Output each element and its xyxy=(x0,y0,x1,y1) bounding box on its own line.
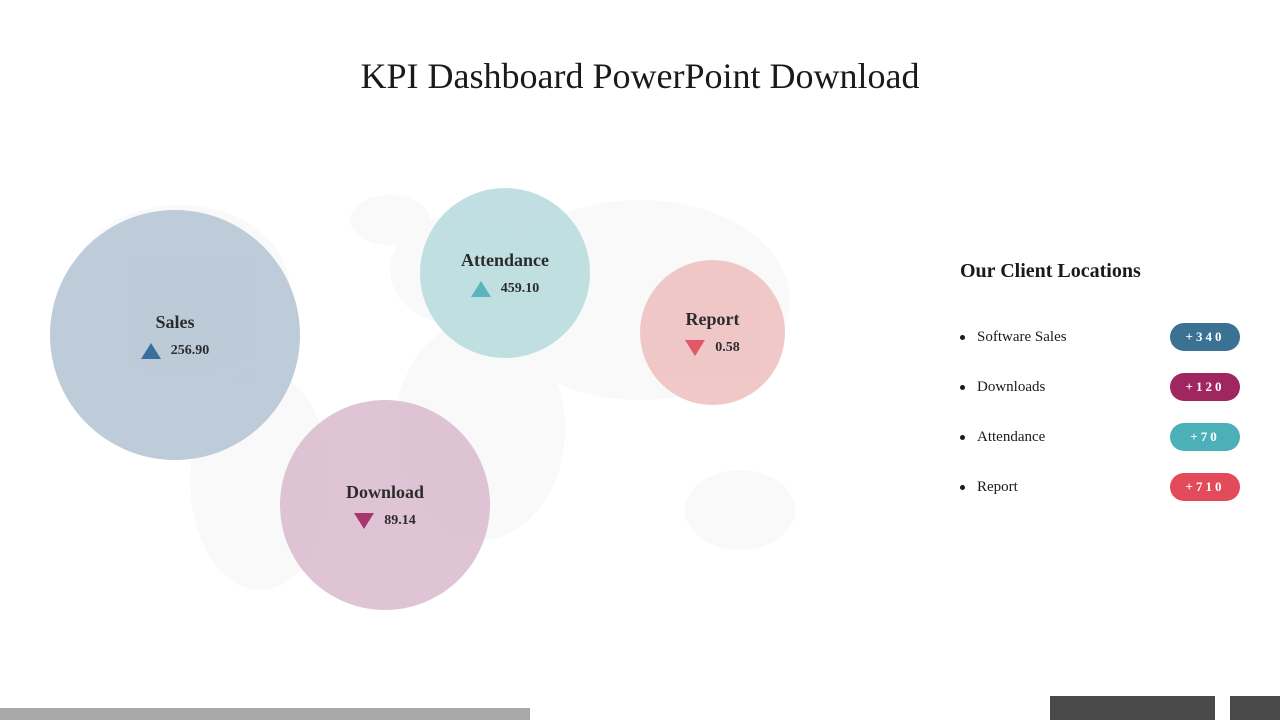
bubble-label: Download xyxy=(346,482,424,503)
stat-pill: +710 xyxy=(1170,473,1240,501)
bubble-value-row: 459.10 xyxy=(471,281,540,297)
list-item: Software Sales +340 xyxy=(960,323,1240,351)
triangle-down-icon xyxy=(685,340,705,356)
list-item: Report +710 xyxy=(960,473,1240,501)
bubble-label: Sales xyxy=(155,312,194,333)
bubble-attendance: Attendance 459.10 xyxy=(420,188,590,358)
bubble-value: 459.10 xyxy=(501,281,540,297)
map-area: Sales 256.90 Attendance 459.10 Report 0.58 Dow… xyxy=(40,150,880,610)
stat-pill: +120 xyxy=(1170,373,1240,401)
footer-left-bar xyxy=(0,708,530,720)
bubble-download: Download 89.14 xyxy=(280,400,490,610)
page-title: KPI Dashboard PowerPoint Download xyxy=(0,55,1280,97)
bullet-icon xyxy=(960,385,965,390)
bubble-label: Report xyxy=(686,309,740,330)
client-list: Software Sales +340 Downloads +120 Attendanc… xyxy=(960,323,1240,501)
triangle-up-icon xyxy=(471,281,491,297)
bubble-sales: Sales 256.90 xyxy=(50,210,300,460)
bubble-value: 89.14 xyxy=(384,513,416,529)
list-item-left: Downloads xyxy=(960,379,1045,396)
list-item: Downloads +120 xyxy=(960,373,1240,401)
list-item: Attendance +70 xyxy=(960,423,1240,451)
triangle-up-icon xyxy=(141,343,161,359)
stat-pill: +340 xyxy=(1170,323,1240,351)
bubble-value: 0.58 xyxy=(715,340,740,356)
side-panel: Our Client Locations Software Sales +340 D… xyxy=(960,260,1240,523)
list-item-label: Report xyxy=(977,479,1018,496)
footer-right-bar-2 xyxy=(1230,696,1280,720)
bullet-icon xyxy=(960,435,965,440)
stat-pill: +70 xyxy=(1170,423,1240,451)
bubble-report: Report 0.58 xyxy=(640,260,785,405)
bubble-value-row: 256.90 xyxy=(141,343,210,359)
bullet-icon xyxy=(960,335,965,340)
list-item-label: Software Sales xyxy=(977,329,1067,346)
triangle-down-icon xyxy=(354,513,374,529)
bubble-label: Attendance xyxy=(461,250,549,271)
bullet-icon xyxy=(960,485,965,490)
list-item-label: Downloads xyxy=(977,379,1045,396)
list-item-left: Software Sales xyxy=(960,329,1067,346)
footer-right-bar-1 xyxy=(1050,696,1215,720)
bubble-value: 256.90 xyxy=(171,343,210,359)
bubble-value-row: 0.58 xyxy=(685,340,740,356)
list-item-label: Attendance xyxy=(977,429,1045,446)
bubble-value-row: 89.14 xyxy=(354,513,416,529)
side-title: Our Client Locations xyxy=(960,260,1240,283)
list-item-left: Report xyxy=(960,479,1018,496)
list-item-left: Attendance xyxy=(960,429,1045,446)
